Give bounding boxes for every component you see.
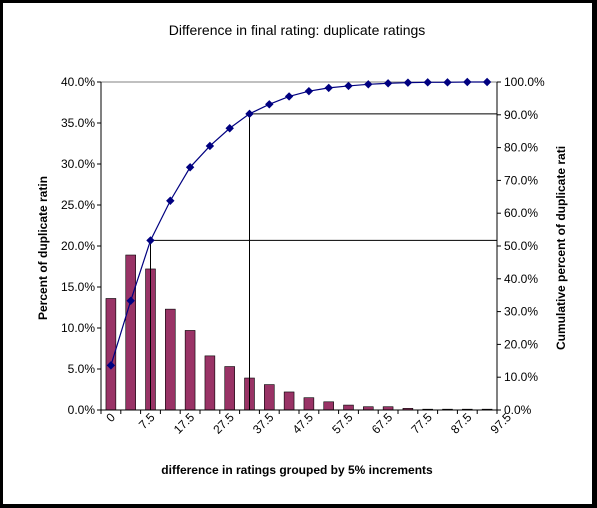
y2-tick-label: 90.0% xyxy=(504,108,538,122)
cumulative-marker xyxy=(166,196,175,205)
y-tick-label: 30.0% xyxy=(61,157,95,171)
cumulative-marker xyxy=(245,109,254,119)
bar xyxy=(165,308,176,411)
cumulative-marker xyxy=(463,77,472,87)
x-axis-label: difference in ratings grouped by 5% incr… xyxy=(161,463,433,477)
x-tick-label: 77.5 xyxy=(408,410,435,437)
cumulative-marker xyxy=(364,80,373,89)
y2-tick-label: 60.0% xyxy=(504,206,538,220)
cumulative-marker xyxy=(443,78,452,87)
cumulative-marker xyxy=(423,78,432,87)
bar xyxy=(125,254,136,411)
y2-tick-label: 10.0% xyxy=(504,370,538,384)
y2-tick-label: 40.0% xyxy=(504,272,538,286)
cumulative-marker xyxy=(225,124,234,133)
cumulative-marker xyxy=(106,361,116,370)
x-tick-label: 47.5 xyxy=(290,410,317,437)
cumulative-marker xyxy=(284,92,294,101)
plot-border xyxy=(100,81,498,411)
cumulative-marker xyxy=(185,163,195,172)
cumulative-marker xyxy=(324,83,333,93)
bar xyxy=(323,401,334,411)
bar xyxy=(303,397,315,411)
bar xyxy=(264,384,275,411)
cumulative-marker xyxy=(304,86,314,96)
cumulative-marker xyxy=(126,296,135,305)
y-tick-label: 40.0% xyxy=(61,75,95,89)
y-tick-label: 10.0% xyxy=(61,321,95,335)
chart-svg: Difference in final rating: duplicate ra… xyxy=(36,22,568,477)
y-axis-label: Percent of duplicate ratin xyxy=(36,176,50,320)
cumulative-marker xyxy=(403,78,413,87)
y2-tick-label: 0.0% xyxy=(504,403,532,417)
x-tick-label: 87.5 xyxy=(448,410,475,437)
chart-frame: Difference in final rating: duplicate ra… xyxy=(3,3,592,504)
x-tick-label: 27.5 xyxy=(210,410,237,437)
y-tick-label: 25.0% xyxy=(61,198,95,212)
y2-tick-label: 30.0% xyxy=(504,305,538,319)
y2-axis-label: Cumulative percent of duplicate rati xyxy=(554,146,568,350)
x-tick-label: 37.5 xyxy=(250,410,277,437)
y2-tick-label: 70.0% xyxy=(504,173,538,187)
chart-title: Difference in final rating: duplicate ra… xyxy=(169,22,426,38)
y-tick-label: 15.0% xyxy=(61,280,95,294)
y2-tick-label: 100.0% xyxy=(504,75,545,89)
bar xyxy=(343,404,354,411)
cumulative-marker xyxy=(146,236,155,245)
cumulative-marker xyxy=(265,100,274,109)
x-tick-label: 7.5 xyxy=(136,410,158,432)
y-tick-label: 35.0% xyxy=(61,116,95,130)
bar xyxy=(283,391,295,411)
y-tick-label: 20.0% xyxy=(61,239,95,253)
cumulative-marker xyxy=(383,79,393,88)
x-tick-label: 17.5 xyxy=(171,410,198,437)
x-tick-label: 67.5 xyxy=(369,410,396,437)
y2-tick-label: 50.0% xyxy=(504,239,538,253)
cumulative-marker xyxy=(205,141,215,151)
plot-area: 0.0% 5.0% 10.0% 15.0% 20.0% 25.0% 30.0% 35.0% 40… xyxy=(61,75,545,437)
y-tick-label: 5.0% xyxy=(68,362,96,376)
bar xyxy=(184,330,196,411)
cumulative-marker xyxy=(482,77,492,87)
y-tick-label: 0.0% xyxy=(68,403,96,417)
bar xyxy=(204,355,216,411)
x-tick-label: 57.5 xyxy=(329,410,356,437)
y2-tick-label: 80.0% xyxy=(504,141,538,155)
cumulative-marker xyxy=(344,81,353,91)
bar xyxy=(224,366,235,411)
x-tick-label: 0 xyxy=(103,410,118,425)
y2-tick-label: 20.0% xyxy=(504,337,538,351)
